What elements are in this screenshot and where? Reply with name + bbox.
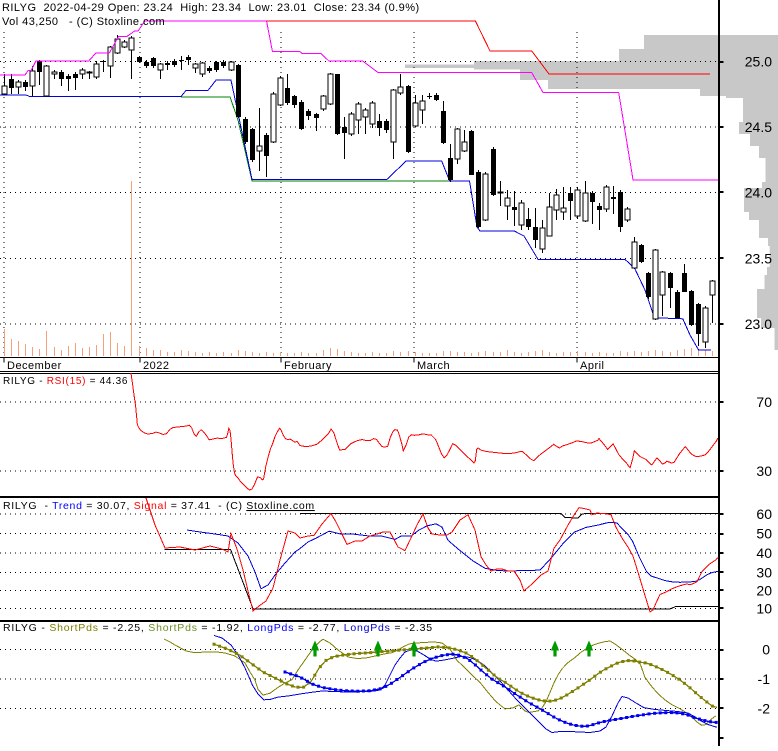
svg-text:April: April	[580, 360, 605, 372]
svg-text:60: 60	[756, 506, 772, 522]
svg-text:30: 30	[756, 463, 772, 479]
svg-text:30: 30	[756, 565, 772, 581]
svg-text:-2: -2	[758, 701, 771, 717]
svg-text:40: 40	[756, 545, 772, 561]
svg-text:RILYG - ShortPds = -2.25, Shor: RILYG - ShortPds = -2.25, ShortPds = -1.…	[3, 622, 433, 634]
svg-text:10: 10	[756, 601, 772, 617]
svg-text:RILYG - Trend = 30.07, Signal: RILYG - Trend = 30.07, Signal = 37.41 - …	[3, 500, 315, 512]
svg-text:23.0: 23.0	[745, 316, 772, 332]
svg-text:20: 20	[756, 583, 772, 599]
svg-text:23.5: 23.5	[745, 251, 772, 267]
svg-text:RILYG 2022-04-29 Open: 23.24: RILYG 2022-04-29 Open: 23.24 High: 23.34…	[2, 2, 420, 14]
svg-text:March: March	[417, 360, 450, 372]
svg-text:-1: -1	[758, 671, 771, 687]
svg-text:December: December	[7, 360, 62, 372]
svg-text:25.0: 25.0	[745, 54, 772, 70]
svg-text:70: 70	[756, 394, 772, 410]
svg-text:Vol 43,250 - (C) Stoxline.co: Vol 43,250 - (C) Stoxline.com	[2, 16, 165, 28]
svg-text:February: February	[284, 360, 332, 372]
svg-text:2022: 2022	[143, 360, 169, 372]
svg-text:0: 0	[762, 642, 770, 658]
svg-text:24.0: 24.0	[745, 185, 772, 201]
svg-text:50: 50	[756, 526, 772, 542]
svg-text:RILYG - RSI(15) = 44.36: RILYG - RSI(15) = 44.36	[3, 376, 128, 387]
svg-text:24.5: 24.5	[745, 119, 772, 135]
